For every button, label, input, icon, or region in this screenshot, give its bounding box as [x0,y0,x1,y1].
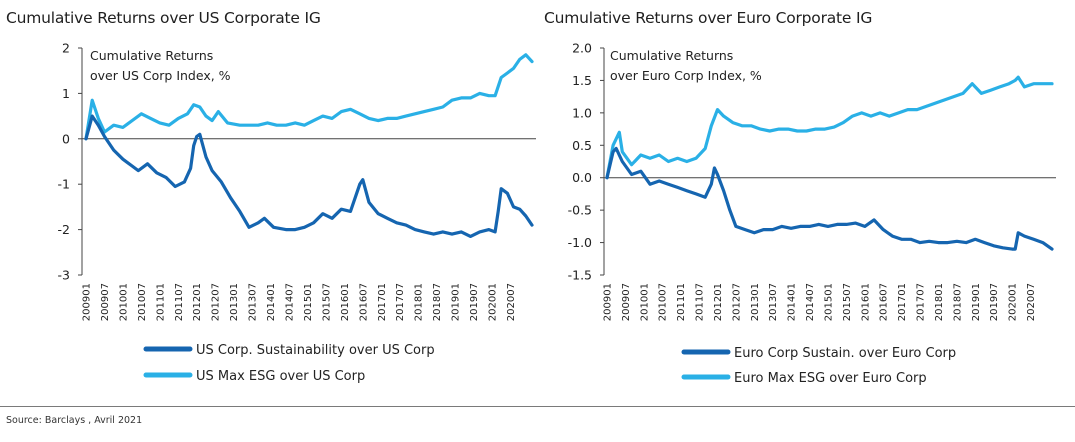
x-tick-label: 201707 [395,283,406,321]
y-axis-label: over Euro Corp Index, % [610,68,762,83]
y-axis-label: Cumulative Returns [610,48,733,63]
y-tick-label: 0.0 [572,170,592,185]
x-tick-label: 201407 [285,283,296,321]
x-tick-label: 200901 [603,283,614,321]
x-tick-label: 201807 [952,283,963,321]
x-tick-label: 200901 [82,283,93,321]
legend-label: US Max ESG over US Corp [196,369,365,384]
x-tick-label: 201307 [768,283,779,321]
x-tick-label: 201907 [989,283,1000,321]
series-line-max-esg [84,53,534,141]
legend-label: Euro Max ESG over Euro Corp [734,371,927,386]
x-tick-label: 201701 [897,283,908,321]
footer-divider [0,406,1075,407]
x-tick-label: 201507 [321,283,332,321]
x-tick-label: 201407 [805,283,816,321]
y-tick-label: -2 [58,222,70,237]
chart-us-corporate: 2 1 0 -1 -2 -3 200901 200907 201001 201007 201101 2… [58,41,536,384]
x-tick-label: 201207 [731,283,742,321]
y-tick-label: -1.0 [568,235,592,250]
x-tick-label: 201107 [695,283,706,321]
x-tick-label: 201007 [658,283,669,321]
x-tick-label: 201301 [750,283,761,321]
y-tick-label: 1 [62,86,70,101]
y-tick-label: 0.5 [572,138,592,153]
x-tick-label: 201201 [192,283,203,321]
y-tick-label: 2 [62,41,70,56]
x-tick-label: 201401 [266,283,277,321]
x-tick-label: 201507 [842,283,853,321]
x-tick-label: 201807 [432,283,443,321]
x-tick-label: 202007 [506,283,517,321]
x-tick-label: 201901 [971,283,982,321]
y-tick-label: 1.5 [572,73,592,88]
chart-title-us: Cumulative Returns over US Corporate IG [6,9,321,27]
y-tick-label: 2.0 [572,41,592,56]
x-tick-label: 201001 [639,283,650,321]
x-tick-label: 201107 [174,283,185,321]
x-tick-label: 201401 [787,283,798,321]
y-tick-label: -1.5 [568,268,592,283]
x-tick-label: 200907 [100,283,111,321]
x-tick-label: 201801 [414,283,425,321]
x-tick-label: 201001 [118,283,129,321]
y-tick-label: -3 [58,268,70,283]
chart-title-euro: Cumulative Returns over Euro Corporate I… [544,9,873,27]
y-tick-label: 1.0 [572,105,592,120]
y-axis-label: over US Corp Index, % [90,68,231,83]
series-line-sustainability [605,146,1054,251]
chart-euro-corporate: 2.0 1.5 1.0 0.5 0.0 -0.5 -1.0 -1.5 200901 200907 2… [568,41,1056,386]
x-tick-label: 201101 [676,283,687,321]
y-tick-label: 0 [62,131,70,146]
x-tick-label: 201501 [823,283,834,321]
x-tick-label: 201207 [211,283,222,321]
y-tick-label: -1 [58,177,70,192]
x-tick-label: 201907 [469,283,480,321]
x-tick-label: 201101 [155,283,166,321]
x-tick-label: 201801 [934,283,945,321]
x-tick-label: 201701 [377,283,388,321]
source-note: Source: Barclays , Avril 2021 [6,415,143,426]
y-tick-label: -0.5 [568,203,592,218]
legend-label: US Corp. Sustainability over US Corp [196,343,435,358]
x-tick-label: 201501 [303,283,314,321]
x-tick-label: 201301 [229,283,240,321]
x-tick-label: 201707 [916,283,927,321]
x-tick-label: 201007 [137,283,148,321]
y-axis-label: Cumulative Returns [90,48,213,63]
x-tick-label: 201307 [248,283,259,321]
x-tick-label: 202007 [1026,283,1037,321]
x-tick-label: 201601 [340,283,351,321]
x-tick-label: 201607 [358,283,369,321]
x-tick-label: 201901 [451,283,462,321]
series-line-max-esg [605,75,1054,180]
x-tick-label: 201607 [879,283,890,321]
x-tick-label: 202001 [1008,283,1019,321]
series-line-sustainability [84,114,534,238]
x-tick-label: 202001 [488,283,499,321]
legend-label: Euro Corp Sustain. over Euro Corp [734,346,956,361]
x-tick-label: 201201 [713,283,724,321]
x-tick-label: 200907 [621,283,632,321]
x-tick-label: 201601 [860,283,871,321]
